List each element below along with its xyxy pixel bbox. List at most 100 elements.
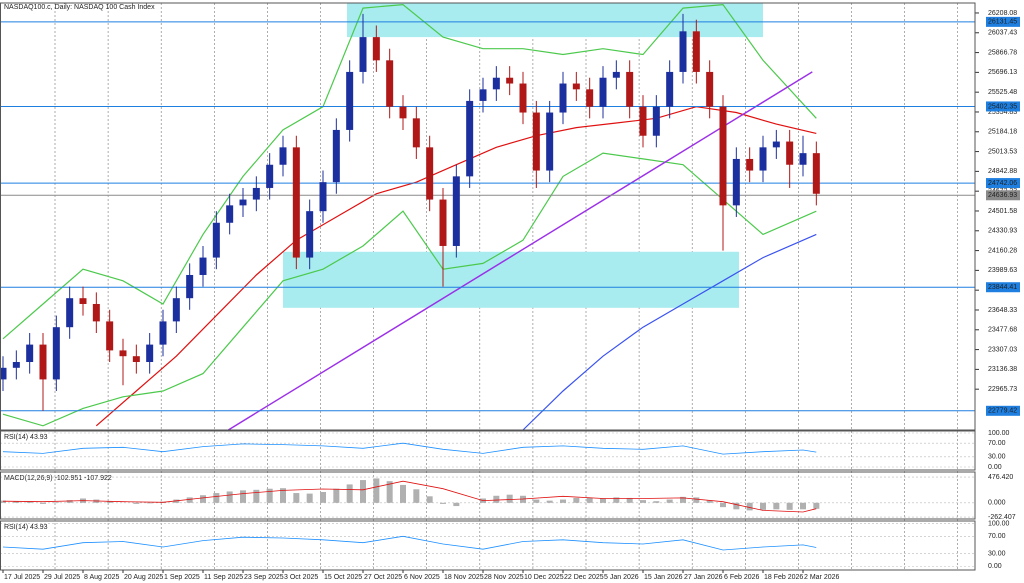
macd-bar [0, 500, 6, 503]
indicator-tick-label: 70.00 [988, 440, 1006, 447]
candle-body [572, 83, 580, 90]
indicator-tick-label: 100.00 [988, 430, 1010, 437]
macd-bar [733, 502, 740, 510]
level-label: 24742.06 [988, 180, 1017, 187]
indicator-label: RSI(14) 43.93 [4, 524, 48, 531]
y-tick-label: 24501.58 [988, 208, 1017, 215]
candle-body [746, 158, 754, 171]
y-tick-label: 22965.73 [988, 386, 1017, 393]
candle-body [119, 350, 127, 357]
candle-body [159, 321, 167, 345]
x-tick-label: 15 Jan 2026 [644, 574, 683, 581]
indicator-label: RSI(14) 43.93 [4, 434, 48, 441]
zone [283, 251, 739, 308]
macd-bar [720, 502, 726, 508]
candle-body [452, 176, 460, 246]
y-tick-label: 25525.48 [988, 89, 1017, 96]
candle-body [266, 164, 274, 188]
candle-body [479, 89, 487, 101]
indicator-label: MACD(12,26,9) -102.951 -107.922 [4, 475, 112, 482]
zone [347, 3, 763, 38]
candle-body [0, 367, 7, 380]
macd-bar [440, 502, 446, 504]
macd-bar [213, 493, 220, 503]
candle-body [652, 106, 660, 136]
macd-bar [600, 498, 606, 503]
macd-bar [573, 497, 580, 503]
macd-bar [746, 502, 753, 511]
y-tick-label: 23307.03 [988, 346, 1017, 353]
level-label: 22779.42 [988, 408, 1017, 415]
macd-bar [493, 495, 500, 503]
level-label: 23844.41 [988, 284, 1017, 291]
macd-bar [240, 490, 246, 503]
y-tick-label: 24842.88 [988, 168, 1017, 175]
macd-bar [773, 502, 780, 510]
candle-body [732, 158, 740, 206]
x-tick-label: 17 Jul 2025 [4, 574, 40, 581]
macd-bar [640, 500, 646, 503]
candle-body [79, 298, 87, 304]
macd-bar [66, 500, 73, 503]
candle-body [559, 83, 567, 113]
candle-body [26, 344, 34, 363]
candle-body [39, 344, 47, 380]
level-box [986, 178, 1020, 189]
y-tick-label: 25696.13 [988, 69, 1017, 76]
y-tick-label: 25013.53 [988, 148, 1017, 155]
candle-body [66, 298, 74, 328]
candle-body [52, 327, 60, 380]
macd-bar [666, 499, 673, 503]
x-tick-label: 18 Nov 2025 [444, 574, 484, 581]
x-tick-label: 2 Mar 2026 [804, 574, 840, 581]
candle-body [612, 71, 620, 78]
panel-frame [0, 430, 976, 471]
candle-body [679, 31, 687, 72]
candle-body [692, 31, 700, 72]
candle-body [639, 106, 647, 136]
macd-bar [373, 478, 380, 503]
x-tick-label: 22 Dec 2025 [564, 574, 604, 581]
macd-bar [693, 497, 700, 503]
candle-body [279, 147, 287, 165]
macd-bar [26, 501, 33, 503]
candle-body [239, 199, 247, 206]
candle-body [466, 100, 474, 177]
macd-bar [320, 491, 326, 503]
macd-bar [13, 501, 20, 503]
indicator-tick-label: 0.00 [988, 563, 1002, 570]
macd-bar [426, 496, 433, 503]
candle-body [799, 153, 807, 165]
level-box [986, 101, 1020, 112]
candle-body [212, 222, 220, 258]
x-tick-label: 28 Nov 2025 [484, 574, 524, 581]
macd-bar [586, 497, 593, 503]
macd-bar [360, 480, 366, 503]
chart-title: NASDAQ100.c, Daily: NASDAQ 100 Cash Inde… [4, 4, 155, 11]
macd-bar [653, 501, 660, 503]
level-box [986, 190, 1020, 201]
candle-body [372, 37, 380, 61]
macd-bar [546, 500, 553, 503]
x-tick-label: 1 Sep 2025 [164, 574, 200, 581]
candle-body [426, 147, 434, 200]
candle-body [412, 118, 420, 148]
macd-bar [106, 501, 113, 503]
overlay-line [2, 3, 817, 340]
y-tick-label: 26208.08 [988, 10, 1017, 17]
macd-bar [253, 489, 260, 503]
indicator-tick-label: 70.00 [988, 533, 1006, 540]
x-tick-label: 29 Jul 2025 [44, 574, 80, 581]
candle-body [199, 257, 207, 275]
macd-bar [53, 502, 60, 503]
y-tick-label: 23136.38 [988, 366, 1017, 373]
y-tick-label: 24330.93 [988, 228, 1017, 235]
candle-body [706, 71, 714, 107]
macd-bar [386, 481, 393, 503]
x-tick-label: 3 Oct 2025 [284, 574, 318, 581]
x-tick-label: 10 Dec 2025 [524, 574, 564, 581]
x-tick-label: 8 Aug 2025 [84, 574, 120, 581]
macd-bar [226, 491, 233, 503]
candle-body [812, 153, 820, 194]
